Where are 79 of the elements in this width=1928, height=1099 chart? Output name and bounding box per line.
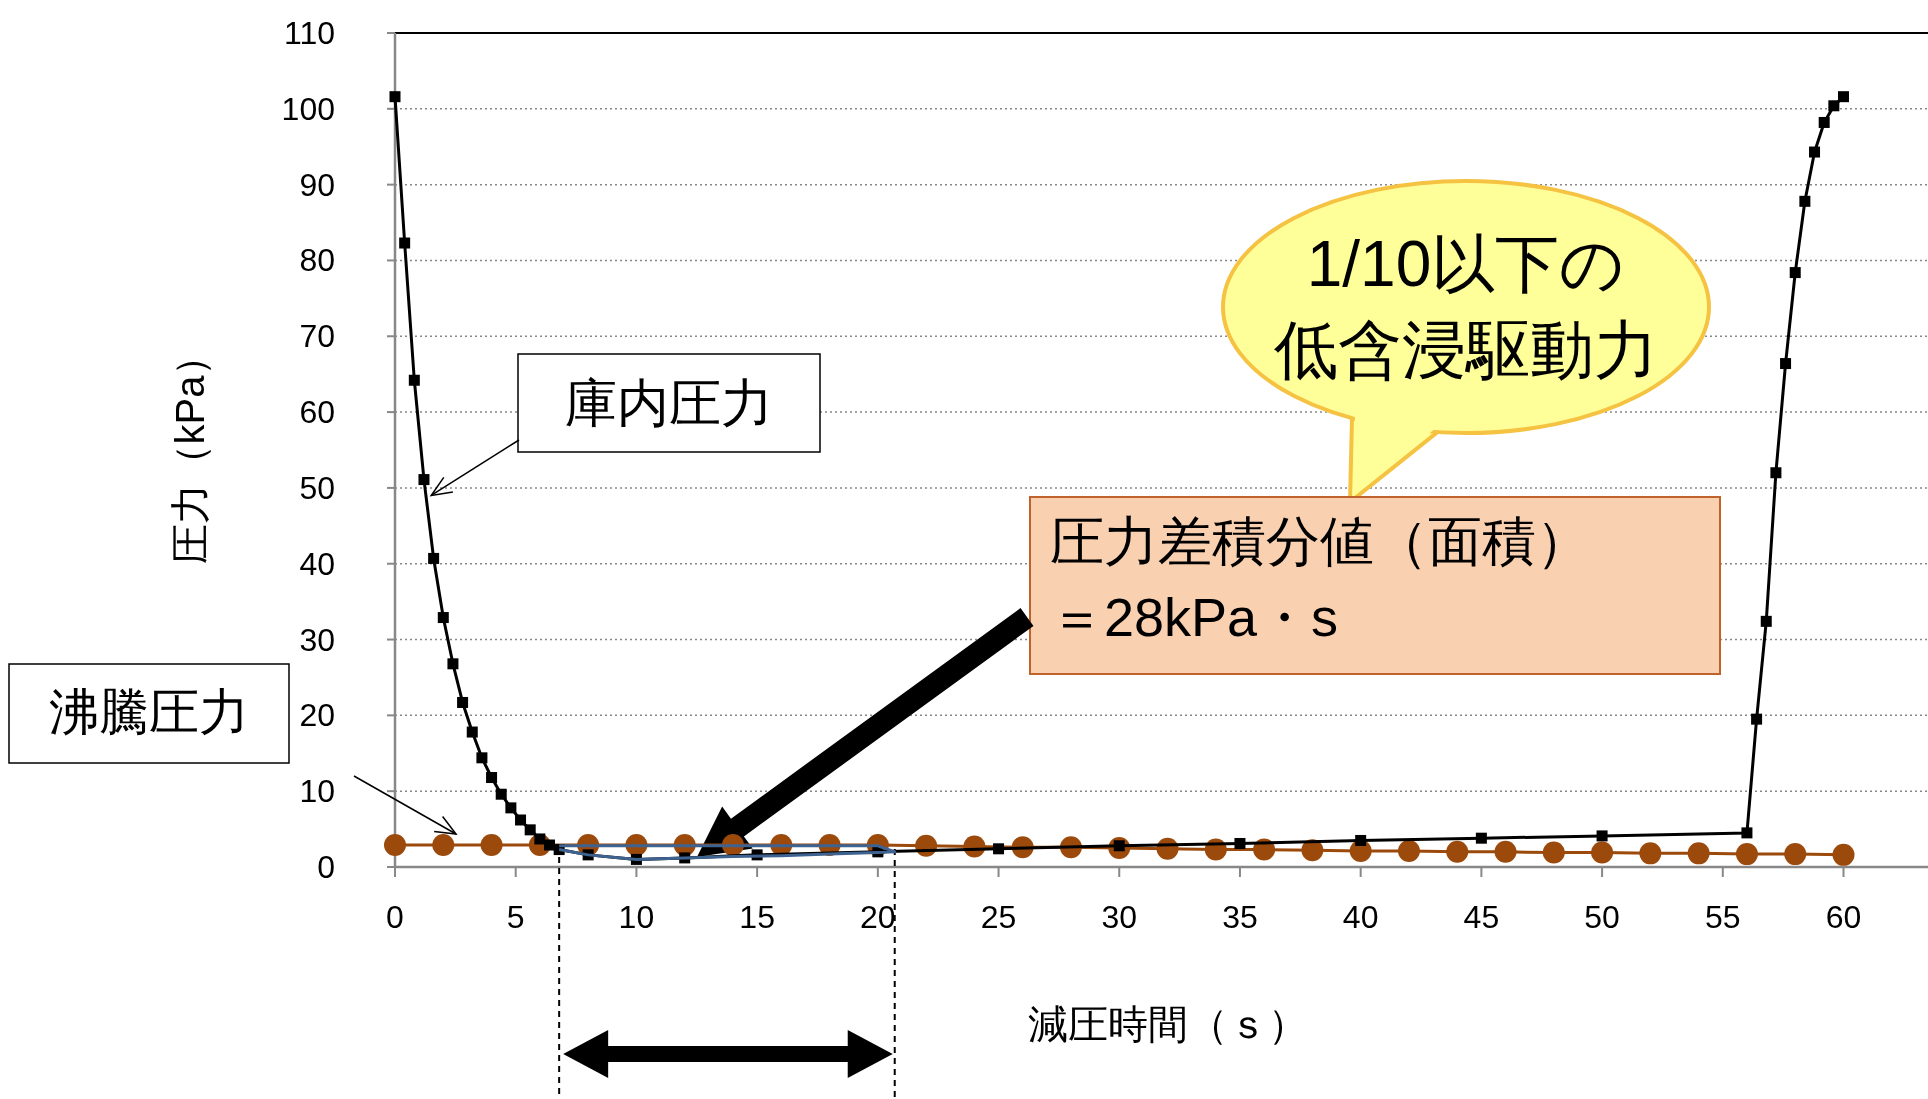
point [1828,100,1840,112]
x-tick-label: 5 [506,899,525,935]
y-tick-label: 10 [299,773,335,810]
point [1751,713,1763,725]
point [505,802,517,814]
y-tick-label: 90 [299,166,335,203]
point [1591,841,1614,864]
annotation: ＝28kPa・s [1050,587,1339,647]
y-tick-label: 40 [299,545,335,582]
y-tick-label: 110 [283,15,335,51]
point [1494,840,1517,863]
point [480,834,503,857]
y-tick-label: 100 [281,90,335,127]
point [457,696,469,708]
point [1838,91,1849,103]
point [1760,615,1772,627]
point [408,374,420,386]
y-tick-label: 60 [299,394,335,431]
annotation: 庫内圧力 [565,374,773,432]
x-tick-label: 15 [739,899,775,935]
point [1397,840,1420,863]
point [1789,267,1801,279]
annotation: 1/10以下の [1306,228,1626,300]
x-tick-label: 45 [1463,899,1500,935]
point [1741,827,1753,839]
y-tick-label: 30 [299,621,335,658]
x-tick-label: 40 [1342,899,1379,935]
point [399,237,411,249]
x-tick-label: 10 [618,899,655,935]
point [1475,832,1487,844]
point [1687,842,1710,865]
y-tick-label: 20 [299,697,335,734]
point [534,833,546,845]
point [1355,834,1367,846]
point [1784,843,1807,866]
annotation: 低含浸駆動力 [1274,314,1658,386]
point [1818,116,1830,128]
point [1596,830,1608,842]
y-tick-label: 0 [317,849,335,885]
point [1780,358,1792,370]
point [495,788,507,800]
text: 沸騰圧力 [49,684,249,740]
y-axis-title: 圧力（kPa） [168,335,212,565]
x-tick-label: 20 [860,899,896,935]
point [515,814,527,826]
point [447,658,459,670]
x-tick-label: 30 [1101,899,1138,935]
x-axis-title: 減圧時間（ｓ） [1028,1002,1308,1046]
point [476,752,488,764]
point [1234,838,1246,849]
point [384,834,406,857]
point [428,552,440,564]
point [1799,195,1811,207]
point [1542,841,1565,864]
x-tick-label: 0 [386,899,404,935]
x-tick-label: 25 [980,899,1017,935]
annotation: 圧力差積分値（面積） [1050,511,1590,571]
point [544,839,556,851]
point [524,824,536,836]
point [1446,840,1469,863]
point [1809,146,1821,158]
point [466,726,478,738]
point [432,834,455,857]
point [437,612,449,624]
y-tick-label: 50 [299,469,335,506]
point [418,474,430,486]
point [389,91,401,103]
point [993,843,1005,855]
point [1639,842,1662,865]
point [1832,843,1855,866]
x-tick-label: 35 [1222,899,1258,935]
y-tick-label: 80 [299,242,335,279]
point [1770,467,1782,479]
x-tick-label: 55 [1705,899,1741,935]
point [1735,843,1758,866]
x-tick-label: 50 [1584,899,1620,935]
x-tick-label: 60 [1825,899,1862,935]
y-tick-label: 70 [299,318,335,355]
point [486,772,498,784]
